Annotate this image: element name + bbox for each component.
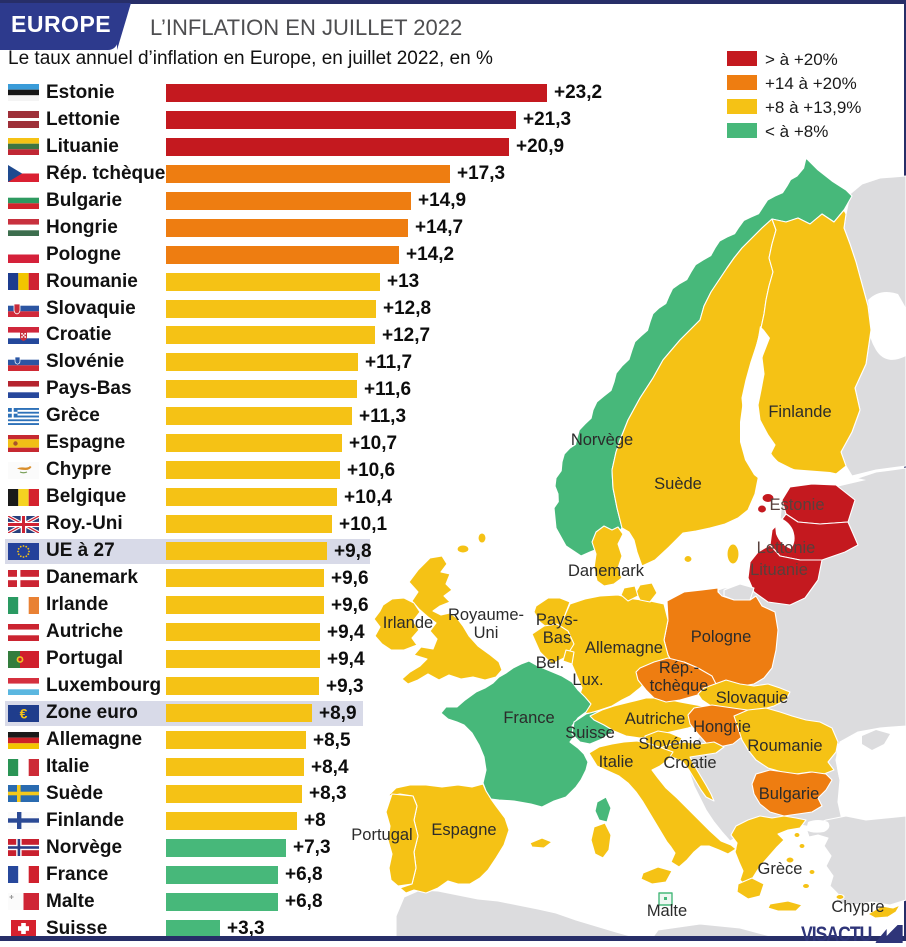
svg-text:Roumanie: Roumanie: [747, 737, 822, 755]
svg-text:Bel.: Bel.: [536, 654, 564, 672]
svg-text:Slovénie: Slovénie: [638, 735, 701, 753]
svg-text:Suisse: Suisse: [565, 724, 615, 742]
svg-text:Malte: Malte: [647, 902, 687, 920]
svg-text:Lituanie: Lituanie: [750, 561, 808, 579]
svg-text:Lux.: Lux.: [572, 671, 603, 689]
svg-text:Hongrie: Hongrie: [693, 718, 751, 736]
svg-text:Chypre: Chypre: [831, 898, 884, 916]
svg-text:Grèce: Grèce: [758, 860, 803, 878]
svg-text:Suède: Suède: [654, 475, 702, 493]
svg-text:Bulgarie: Bulgarie: [759, 785, 820, 803]
svg-text:Uni: Uni: [474, 624, 499, 642]
svg-text:Lettonie: Lettonie: [757, 539, 816, 557]
svg-text:tchèque: tchèque: [650, 677, 709, 695]
svg-text:Pologne: Pologne: [691, 628, 752, 646]
svg-text:Danemark: Danemark: [568, 562, 645, 580]
svg-text:Royaume-: Royaume-: [448, 606, 524, 624]
svg-text:Slovaquie: Slovaquie: [716, 689, 788, 707]
svg-text:Norvège: Norvège: [571, 431, 633, 449]
svg-text:Italie: Italie: [599, 753, 634, 771]
svg-text:Allemagne: Allemagne: [585, 639, 663, 657]
svg-text:France: France: [503, 709, 554, 727]
svg-text:Rép.-: Rép.-: [659, 659, 699, 677]
svg-text:Irlande: Irlande: [383, 614, 433, 632]
svg-text:Pays-: Pays-: [536, 611, 578, 629]
svg-text:Portugal: Portugal: [351, 826, 412, 844]
svg-text:Estonie: Estonie: [769, 496, 824, 514]
svg-text:Finlande: Finlande: [768, 403, 831, 421]
svg-text:Autriche: Autriche: [625, 710, 686, 728]
svg-text:€: €: [20, 705, 28, 721]
svg-text:Bas: Bas: [543, 629, 571, 647]
svg-text:Espagne: Espagne: [431, 821, 496, 839]
svg-text:Croatie: Croatie: [663, 754, 716, 772]
